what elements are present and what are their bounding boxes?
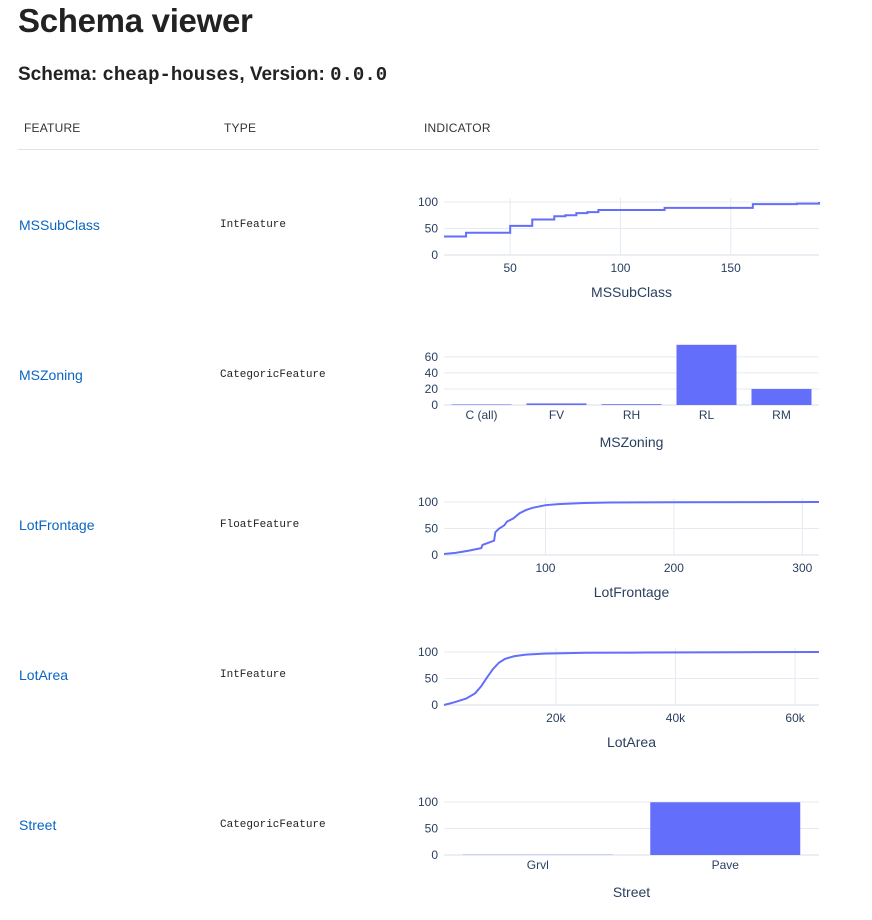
x-axis-title: Street (613, 884, 650, 900)
page-title: Schema viewer (18, 2, 253, 40)
x-tick-label: 200 (664, 561, 684, 575)
bar-rm (752, 389, 812, 405)
bar-rl (677, 345, 737, 405)
x-tick-label: 100 (610, 261, 630, 275)
x-tick-label: 20k (546, 711, 566, 725)
x-tick-label: RH (623, 408, 640, 422)
y-tick-label: 100 (418, 195, 438, 209)
series-line (444, 202, 819, 236)
indicator-chart-street: 0 50 100 Grvl Pave Street (410, 790, 830, 920)
x-tick-label: Grvl (527, 858, 549, 872)
y-tick-label: 0 (431, 698, 438, 712)
header-divider (18, 149, 819, 150)
feature-type-lotfrontage: FloatFeature (220, 519, 299, 531)
x-tick-label: 50 (503, 261, 517, 275)
bar-rh (602, 404, 662, 405)
x-tick-label: 40k (666, 711, 686, 725)
column-header-indicator: INDICATOR (424, 121, 491, 135)
feature-link-mszoning[interactable]: MSZoning (19, 367, 83, 383)
feature-link-mssubclass[interactable]: MSSubClass (19, 217, 100, 233)
feature-type-mszoning: CategoricFeature (220, 369, 326, 381)
indicator-chart-mszoning: 0 20 40 60 C (all) FV RH RL RM MSZoning (410, 340, 830, 470)
y-tick-label: 40 (425, 366, 439, 380)
x-tick-label: 100 (535, 561, 555, 575)
bar-c-all- (452, 404, 512, 405)
x-axis-title: MSZoning (600, 434, 664, 450)
x-tick-label: 150 (721, 261, 741, 275)
y-tick-label: 20 (425, 382, 439, 396)
y-tick-label: 50 (425, 522, 439, 536)
feature-link-lotarea[interactable]: LotArea (19, 667, 68, 683)
x-tick-label: RL (699, 408, 715, 422)
x-axis-title: MSSubClass (591, 284, 672, 300)
feature-link-lotfrontage[interactable]: LotFrontage (19, 517, 95, 533)
y-tick-label: 100 (418, 645, 438, 659)
x-axis-title: LotFrontage (594, 584, 670, 600)
schema-version: 0.0.0 (330, 64, 387, 86)
indicator-chart-lotarea: 0 50 100 20k 40k 60k LotArea (410, 640, 830, 770)
y-tick-label: 0 (431, 548, 438, 562)
schema-label: Schema: (18, 64, 102, 85)
x-tick-label: Pave (712, 858, 740, 872)
column-header-feature: FEATURE (24, 121, 81, 135)
x-tick-label: 300 (792, 561, 812, 575)
feature-type-lotarea: IntFeature (220, 669, 286, 681)
x-tick-label: C (all) (466, 408, 498, 422)
schema-heading: Schema: cheap-houses, Version: 0.0.0 (18, 64, 387, 86)
x-tick-label: 60k (785, 711, 805, 725)
x-axis-title: LotArea (607, 734, 656, 750)
y-tick-label: 100 (418, 795, 438, 809)
indicator-chart-mssubclass: 0 50 100 50 100 150 MSSubClass (410, 190, 830, 320)
y-tick-label: 50 (425, 822, 439, 836)
feature-type-street: CategoricFeature (220, 819, 326, 831)
y-tick-label: 0 (431, 398, 438, 412)
column-header-type: TYPE (224, 121, 256, 135)
indicator-chart-lotfrontage: 0 50 100 100 200 300 LotFrontage (410, 490, 830, 620)
feature-link-street[interactable]: Street (19, 817, 56, 833)
y-tick-label: 60 (425, 350, 439, 364)
bar-fv (527, 403, 587, 405)
x-tick-label: RM (772, 408, 791, 422)
series-line (444, 502, 819, 554)
bar-pave (650, 802, 800, 855)
y-tick-label: 50 (425, 222, 439, 236)
version-label: , Version: (239, 64, 330, 85)
y-tick-label: 100 (418, 495, 438, 509)
feature-type-mssubclass: IntFeature (220, 219, 286, 231)
y-tick-label: 50 (425, 672, 439, 686)
y-tick-label: 0 (431, 248, 438, 262)
x-tick-label: FV (549, 408, 564, 422)
y-tick-label: 0 (431, 848, 438, 862)
schema-name: cheap-houses (102, 64, 239, 86)
